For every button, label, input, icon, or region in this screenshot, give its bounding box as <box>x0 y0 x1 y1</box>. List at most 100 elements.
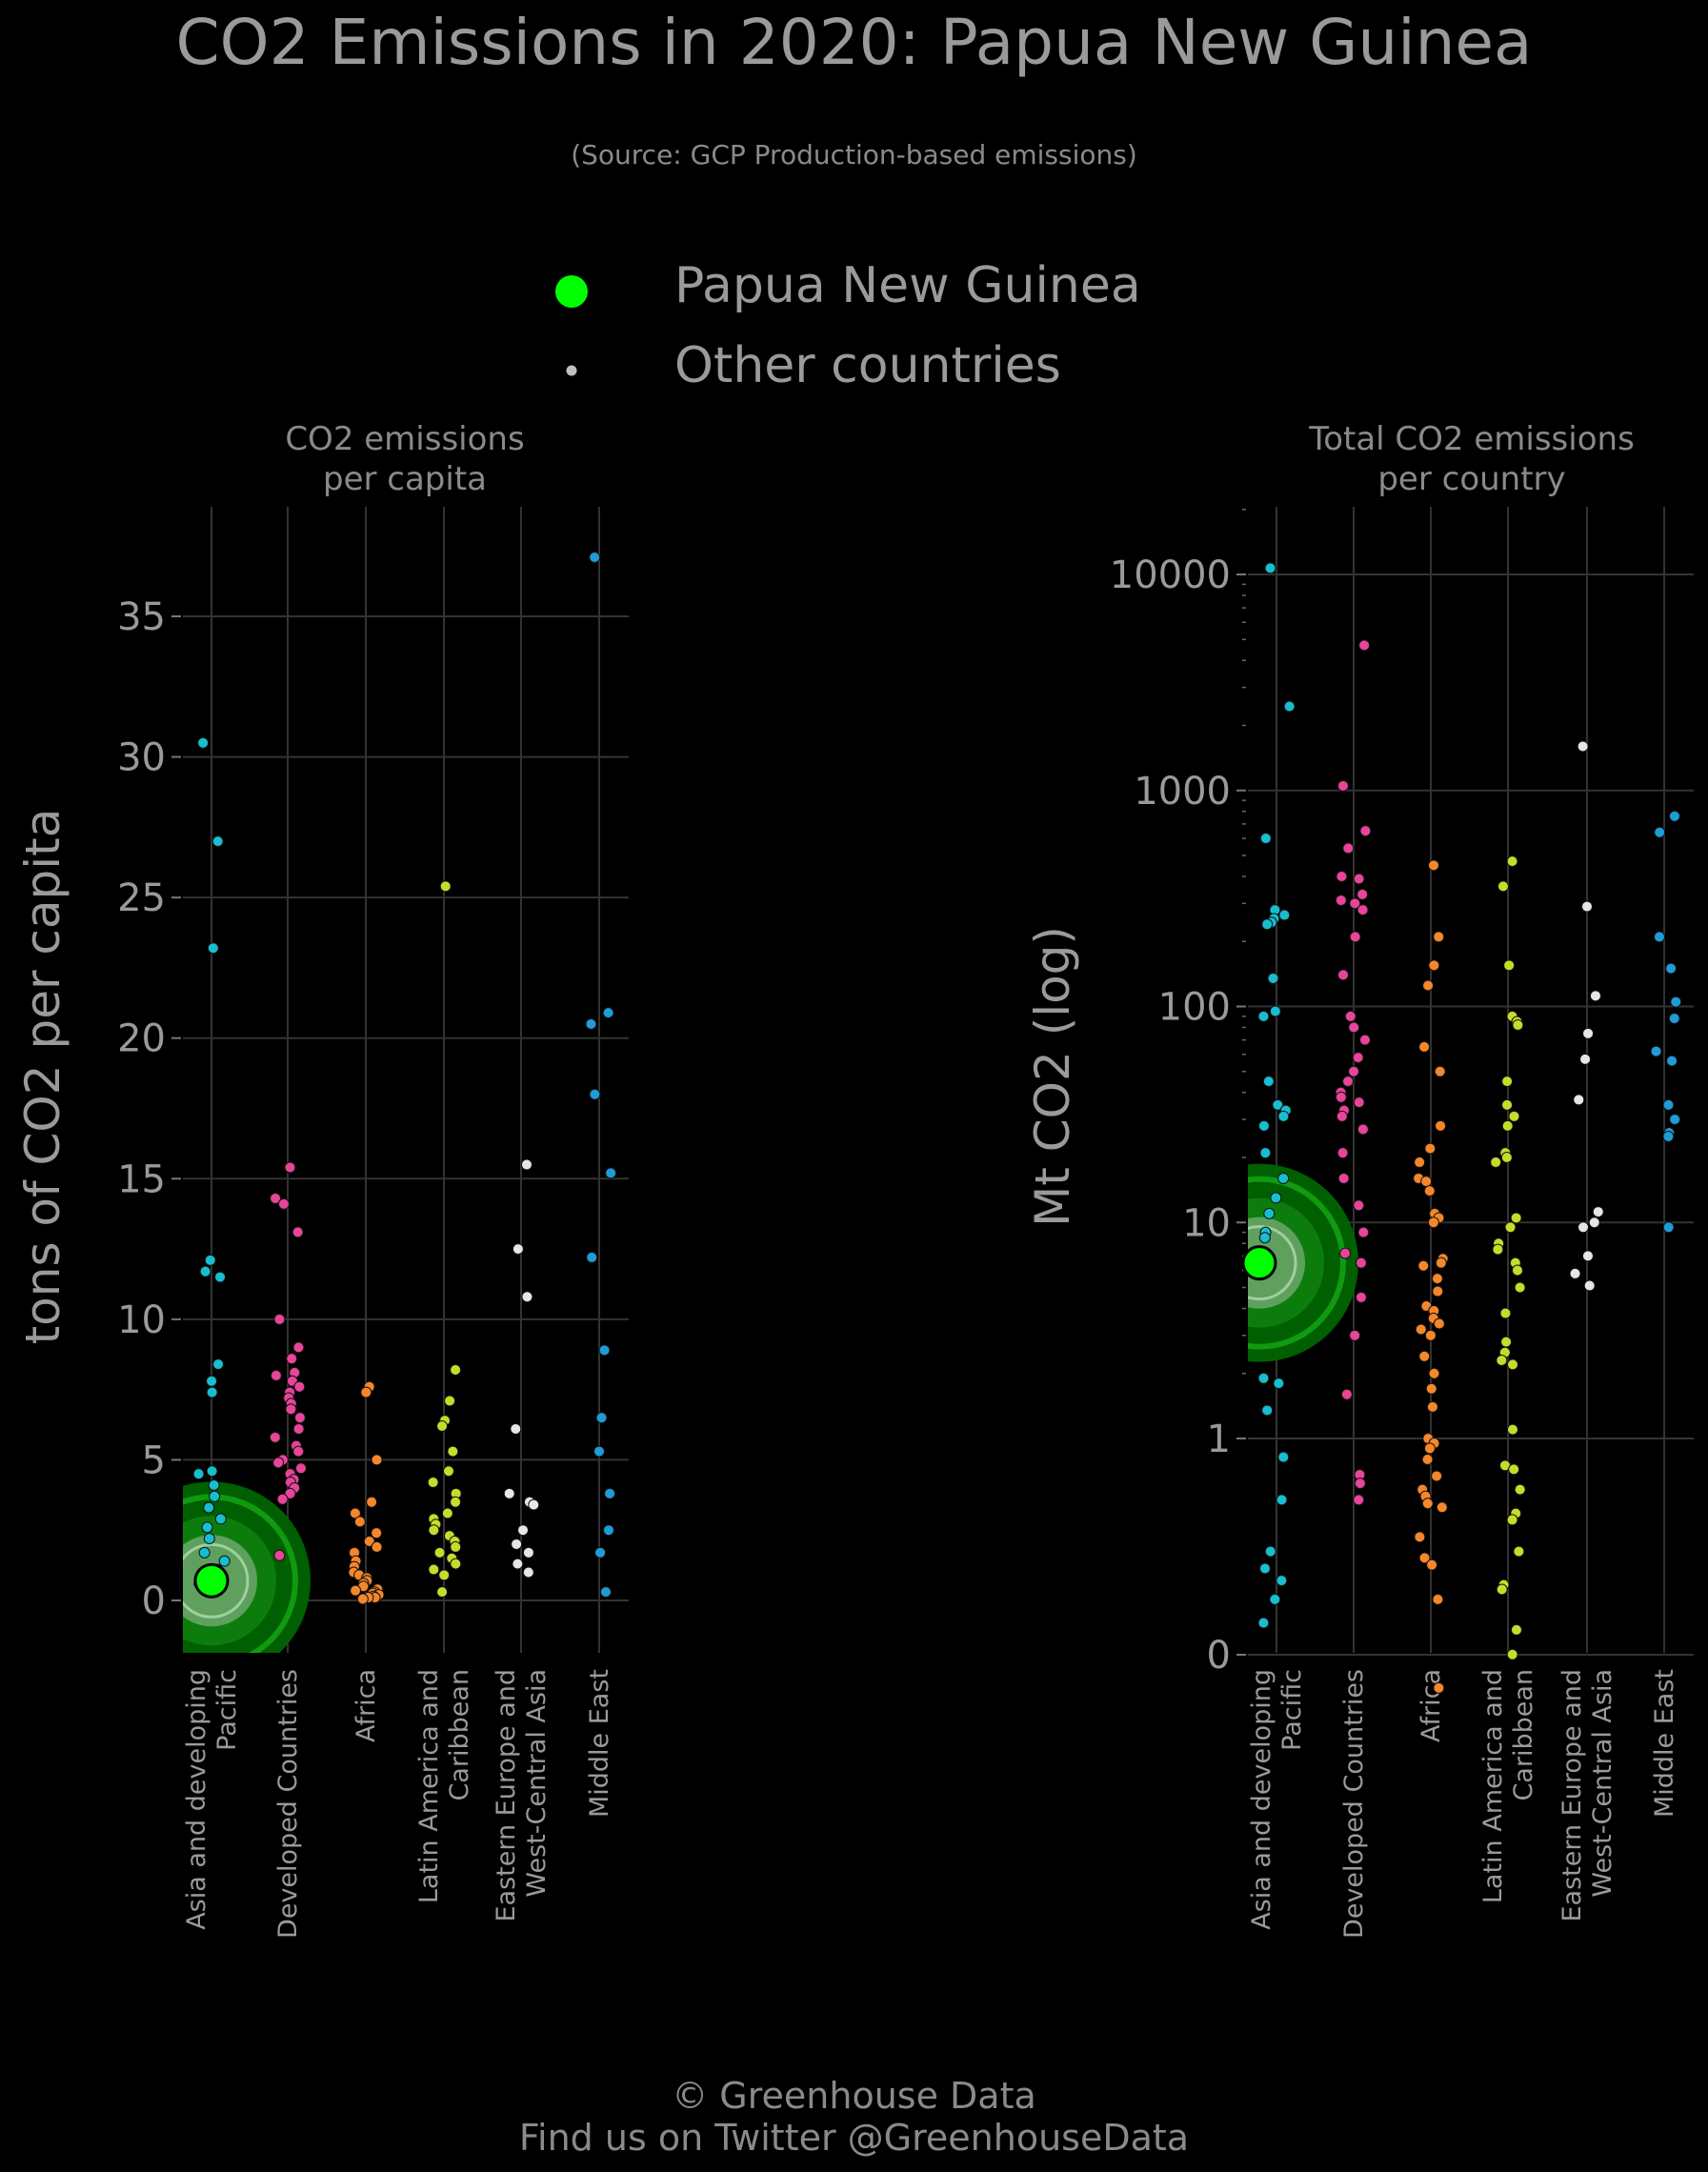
data-point-asia-and-developing-pacific <box>199 1265 211 1277</box>
x-category-label: Asia and developing <box>1247 1669 1276 1930</box>
data-point-africa <box>1431 1273 1443 1285</box>
data-point-middle-east <box>595 1412 608 1424</box>
data-point-africa <box>1433 1681 1445 1694</box>
data-point-asia-and-developing-pacific <box>1259 833 1272 845</box>
data-point-latin-america-and-caribbean <box>1510 1623 1522 1636</box>
data-point-asia-and-developing-pacific <box>211 835 224 848</box>
data-point-middle-east <box>1654 826 1666 838</box>
data-point-latin-america-and-caribbean <box>444 1395 456 1407</box>
data-point-middle-east <box>589 552 601 564</box>
data-point-asia-and-developing-pacific <box>207 942 219 955</box>
data-point-asia-and-developing-pacific <box>203 1501 215 1514</box>
data-point-eastern-europe-and-west-central-asia <box>1577 740 1589 753</box>
data-point-asia-and-developing-pacific <box>204 1254 216 1266</box>
data-point-latin-america-and-caribbean <box>1492 1243 1504 1256</box>
data-point-developed-countries <box>269 1431 281 1443</box>
data-point-latin-america-and-caribbean <box>433 1546 446 1559</box>
right-panel-title: Total CO2 emissions per country <box>1229 419 1708 499</box>
x-category-label: Middle East <box>585 1669 614 1818</box>
data-point-asia-and-developing-pacific <box>218 1555 231 1567</box>
data-point-developed-countries <box>1344 1010 1356 1022</box>
data-point-latin-america-and-caribbean <box>1501 1076 1514 1088</box>
legend-marker-other <box>566 365 577 376</box>
data-point-developed-countries <box>1353 1494 1365 1506</box>
data-point-developed-countries <box>294 1462 307 1475</box>
data-point-africa <box>1428 959 1440 972</box>
data-point-africa <box>371 1527 383 1539</box>
footer-credit: © Greenhouse Data <box>672 2075 1036 2117</box>
data-point-asia-and-developing-pacific <box>206 1375 218 1387</box>
data-point-middle-east <box>602 1007 614 1019</box>
data-point-latin-america-and-caribbean <box>1514 1281 1526 1294</box>
data-point-middle-east <box>1669 1114 1681 1126</box>
data-point-africa <box>353 1516 366 1528</box>
data-point-eastern-europe-and-west-central-asia <box>1573 1094 1585 1106</box>
data-point-developed-countries <box>1349 1329 1361 1341</box>
data-point-developed-countries <box>1342 1076 1355 1088</box>
data-point-asia-and-developing-pacific <box>1283 700 1296 713</box>
data-point-africa <box>1425 1382 1437 1395</box>
data-point-latin-america-and-caribbean <box>450 1496 462 1508</box>
data-point-asia-and-developing-pacific <box>1276 1575 1288 1587</box>
data-point-asia-and-developing-pacific <box>1262 1076 1275 1088</box>
highlight-point <box>1241 1245 1277 1281</box>
data-point-asia-and-developing-pacific <box>192 1468 205 1480</box>
chart-title: CO2 Emissions in 2020: Papua New Guinea <box>175 6 1533 79</box>
data-point-africa <box>1431 1470 1443 1482</box>
data-point-developed-countries <box>1354 1478 1366 1490</box>
data-point-developed-countries <box>1357 1226 1370 1238</box>
data-point-middle-east <box>605 1167 617 1179</box>
glow-ring-line <box>183 1542 250 1619</box>
y-tick-label: 5 <box>142 1438 166 1482</box>
data-point-middle-east <box>1668 810 1680 822</box>
data-point-developed-countries <box>285 1403 297 1416</box>
per-capita-panel: 0 5 10 15 20 25 30 35 tons of CO2 per capita Asia… <box>15 507 629 1939</box>
data-point-africa <box>1436 1501 1448 1514</box>
data-point-asia-and-developing-pacific <box>1276 1494 1288 1506</box>
data-point-developed-countries <box>1337 1172 1350 1184</box>
legend-label-other: Other countries <box>674 337 1061 394</box>
data-point-middle-east <box>1668 1013 1680 1025</box>
data-point-latin-america-and-caribbean <box>1508 1110 1520 1122</box>
data-point-asia-and-developing-pacific <box>1263 1207 1276 1219</box>
data-point-africa <box>371 1540 383 1553</box>
y-tick-label: 30 <box>117 736 166 780</box>
data-point-latin-america-and-caribbean <box>1506 1648 1518 1660</box>
data-point-developed-countries <box>1336 1110 1348 1122</box>
data-point-developed-countries <box>1353 1199 1365 1212</box>
data-point-eastern-europe-and-west-central-asia <box>1589 990 1601 1002</box>
data-point-eastern-europe-and-west-central-asia <box>1592 1206 1604 1218</box>
data-point-asia-and-developing-pacific <box>1264 562 1276 574</box>
data-point-eastern-europe-and-west-central-asia <box>1583 1279 1596 1292</box>
data-point-africa <box>1426 1559 1438 1571</box>
data-point-middle-east <box>585 1017 597 1030</box>
data-point-latin-america-and-caribbean <box>1503 959 1516 972</box>
data-point-developed-countries <box>1349 931 1361 943</box>
data-point-asia-and-developing-pacific <box>1257 1372 1270 1384</box>
data-point-middle-east <box>1662 1098 1675 1111</box>
data-point-developed-countries <box>1358 1034 1371 1046</box>
data-point-asia-and-developing-pacific <box>206 1386 218 1398</box>
data-point-africa <box>1423 1185 1436 1197</box>
footer-twitter: Find us on Twitter @GreenhouseData <box>518 2117 1190 2159</box>
data-point-developed-countries <box>277 1197 290 1210</box>
data-point-latin-america-and-caribbean <box>1506 1358 1518 1371</box>
data-point-developed-countries <box>1339 1247 1352 1259</box>
data-point-latin-america-and-caribbean <box>436 1420 449 1433</box>
data-point-developed-countries <box>1356 1123 1369 1136</box>
data-point-latin-america-and-caribbean <box>428 1524 440 1537</box>
data-point-middle-east <box>1662 1221 1675 1234</box>
data-point-africa <box>371 1454 383 1466</box>
data-point-asia-and-developing-pacific <box>1269 1005 1281 1017</box>
y-tick-label: 20 <box>117 1017 166 1061</box>
data-point-latin-america-and-caribbean <box>436 1586 449 1599</box>
y-tick-label: 35 <box>117 595 166 639</box>
data-point-developed-countries <box>1348 1065 1360 1077</box>
x-category-label: Caribbean <box>445 1669 474 1801</box>
data-point-asia-and-developing-pacific <box>214 1513 227 1525</box>
legend <box>555 275 588 376</box>
data-point-africa <box>1414 1531 1426 1543</box>
data-point-latin-america-and-caribbean <box>450 1540 462 1553</box>
data-point-latin-america-and-caribbean <box>1510 1212 1522 1224</box>
